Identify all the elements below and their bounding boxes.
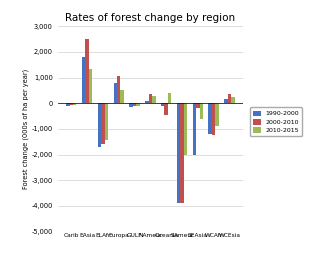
Bar bbox=[177, 103, 180, 203]
Legend: 1990-2000, 2000-2010, 2010-2015: 1990-2000, 2000-2010, 2010-2015 bbox=[250, 107, 302, 136]
Bar bbox=[168, 93, 172, 103]
Bar bbox=[129, 103, 133, 107]
Bar bbox=[117, 76, 121, 103]
Bar bbox=[209, 103, 212, 134]
Bar bbox=[184, 103, 187, 154]
Bar bbox=[82, 57, 85, 103]
Bar bbox=[121, 90, 124, 103]
Bar bbox=[164, 103, 168, 115]
Bar bbox=[66, 103, 69, 106]
Bar bbox=[161, 103, 164, 106]
Bar bbox=[145, 101, 149, 103]
Bar bbox=[152, 95, 156, 103]
Bar bbox=[149, 94, 152, 103]
Bar bbox=[200, 103, 203, 119]
Y-axis label: Forest change (000s of ha per year): Forest change (000s of ha per year) bbox=[22, 69, 28, 189]
Bar bbox=[193, 103, 196, 154]
Bar bbox=[114, 83, 117, 103]
Title: Rates of forest change by region: Rates of forest change by region bbox=[65, 13, 236, 23]
Bar bbox=[215, 103, 219, 126]
Bar bbox=[69, 103, 73, 105]
Bar bbox=[73, 103, 76, 104]
Bar bbox=[196, 103, 200, 108]
Bar bbox=[85, 39, 89, 103]
Bar bbox=[224, 99, 228, 103]
Bar bbox=[180, 103, 184, 203]
Bar bbox=[133, 103, 136, 106]
Bar bbox=[228, 94, 231, 103]
Bar bbox=[136, 103, 140, 106]
Bar bbox=[89, 69, 92, 103]
Bar bbox=[105, 103, 108, 140]
Bar bbox=[212, 103, 215, 135]
Bar bbox=[98, 103, 101, 147]
Bar bbox=[231, 97, 235, 103]
Bar bbox=[101, 103, 105, 144]
